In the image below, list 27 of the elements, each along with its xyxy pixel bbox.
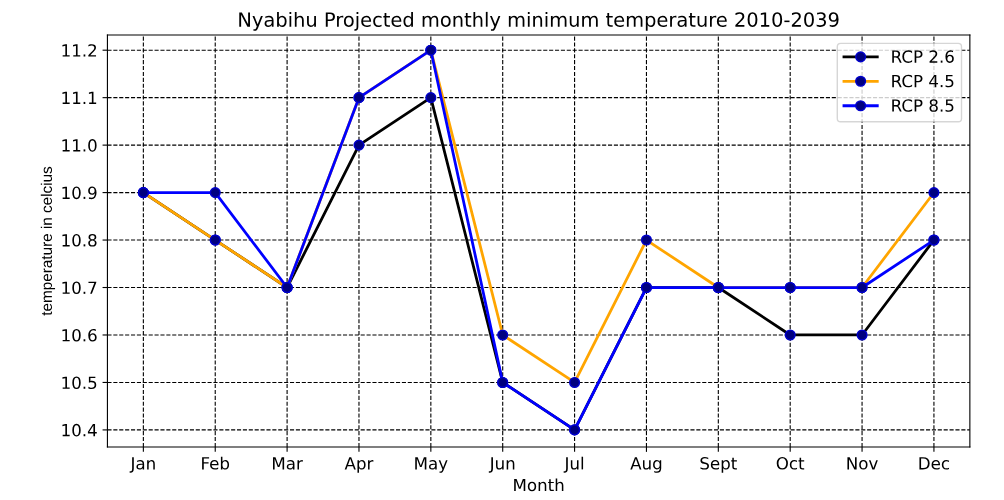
y-tick-label: 10.6 xyxy=(62,328,97,342)
y-tick-label: 11.0 xyxy=(62,139,97,152)
x-tick-label: Feb xyxy=(202,456,230,470)
y-tick-label: 10.4 xyxy=(62,423,97,437)
y-tick-label: 11.1 xyxy=(62,91,97,104)
x-tick-label: Apr xyxy=(344,457,374,473)
x-tick-label: Mar xyxy=(273,457,303,470)
y-tick-label: 10.5 xyxy=(62,376,97,390)
y-axis-title: temperature in celcius xyxy=(40,166,56,316)
x-tick-label: Dec xyxy=(919,457,950,470)
x-tick-label: Jun xyxy=(488,457,515,473)
x-tick-label: Oct xyxy=(776,457,805,470)
x-axis-title: Month xyxy=(514,478,564,492)
x-tick-label: Jul xyxy=(563,456,584,473)
x-tick-label: Aug xyxy=(630,457,662,473)
x-tick-label: May xyxy=(415,457,448,473)
x-tick-label: Jan xyxy=(129,457,155,473)
chart-title: Nyabihu Projected monthly minimum temperature 2010-2039 xyxy=(239,11,839,31)
y-tick-label: 10.8 xyxy=(62,234,97,247)
y-tick-label: 11.2 xyxy=(62,44,97,57)
x-tick-label: Sept xyxy=(700,457,737,473)
y-tick-label: 10.9 xyxy=(62,186,97,200)
y-tick-label: 10.7 xyxy=(62,281,97,295)
x-tick-label: Nov xyxy=(847,457,878,470)
legend-label: RCP 4.5 xyxy=(892,74,954,88)
legend-label: RCP 2.6 xyxy=(892,50,954,63)
legend-label: RCP 8.5 xyxy=(892,99,954,112)
